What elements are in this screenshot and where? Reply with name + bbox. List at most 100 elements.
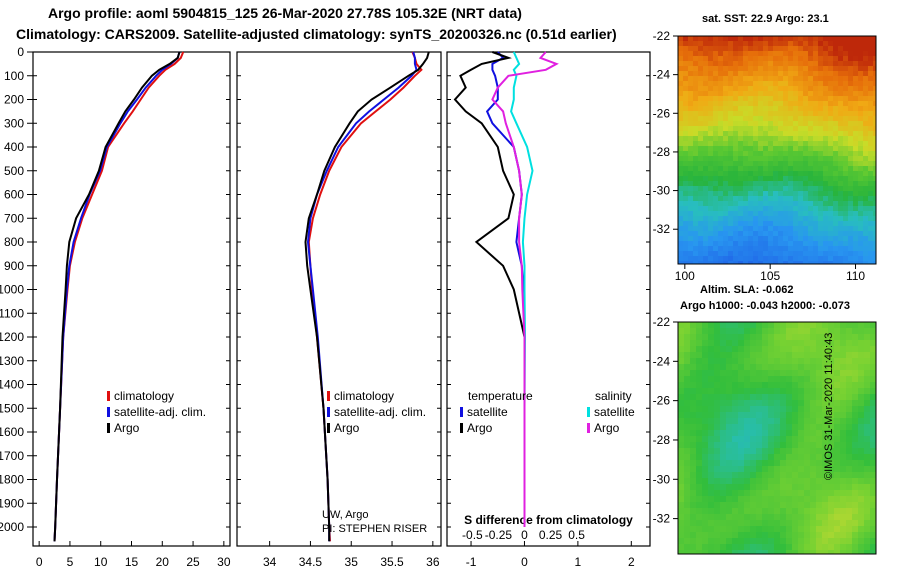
sst-map-cell — [848, 66, 854, 72]
sst-map-cell — [758, 56, 764, 62]
sst-map-cell — [873, 131, 877, 137]
sst-map-cell — [788, 126, 794, 132]
sst-map-cell — [778, 131, 784, 137]
sla-map-cell — [702, 394, 709, 401]
sst-map-cell — [848, 176, 854, 182]
sst-map-cell — [713, 261, 719, 265]
sst-map-cell — [848, 156, 854, 162]
sst-map-cell — [838, 241, 844, 247]
sla-map-cell — [828, 502, 835, 509]
sst-map-cell — [693, 126, 699, 132]
sla-map-cell — [756, 406, 763, 413]
sst-map-cell — [678, 241, 684, 247]
sla-map-cell — [804, 364, 811, 371]
sst-map-cell — [738, 51, 744, 57]
sst-map-cell — [798, 81, 804, 87]
sla-map-cell — [720, 526, 727, 533]
sst-map-cell — [858, 41, 864, 47]
sst-map-cell — [743, 161, 749, 167]
sla-map-cell — [858, 394, 865, 401]
sst-map-cell — [763, 226, 769, 232]
sst-map-cell — [873, 141, 877, 147]
sst-map-cell — [758, 121, 764, 127]
sla-map-cell — [714, 388, 721, 395]
sla-map-cell — [744, 520, 751, 527]
sla-map-cell — [792, 550, 799, 555]
sla-map-cell — [828, 340, 835, 347]
sst-map-cell — [873, 251, 877, 257]
sla-map-cell — [756, 460, 763, 467]
sst-map-cell — [708, 111, 714, 117]
sla-map-cell — [744, 496, 751, 503]
sst-map-cell — [718, 211, 724, 217]
sst-map-cell — [813, 96, 819, 102]
sla-map-cell — [720, 478, 727, 485]
sst-map-cell — [748, 51, 754, 57]
sst-map-cell — [863, 181, 869, 187]
sst-map-cell — [738, 36, 744, 42]
sst-map-cell — [813, 71, 819, 77]
sla-map-cell — [678, 544, 685, 551]
sst-map-cell — [838, 211, 844, 217]
sla-map-cell — [804, 514, 811, 521]
sla-map-cell — [714, 466, 721, 473]
sst-map-cell — [683, 226, 689, 232]
sst-map-cell — [763, 206, 769, 212]
sst-map-cell — [778, 61, 784, 67]
sst-map-cell — [768, 201, 774, 207]
sst-map-cell — [708, 71, 714, 77]
sla-map-cell — [870, 448, 877, 455]
sst-map-cell — [728, 241, 734, 247]
sla-map-cell — [786, 508, 793, 515]
sst-map-cell — [798, 96, 804, 102]
sst-map-cell — [833, 216, 839, 222]
sla-map-cell — [804, 400, 811, 407]
sst-map-cell — [733, 166, 739, 172]
sst-map-cell — [833, 241, 839, 247]
sst-map-cell — [858, 111, 864, 117]
sla-map-cell — [864, 496, 871, 503]
sla-map-cell — [810, 334, 817, 341]
sst-map-cell — [733, 71, 739, 77]
sst-map-cell — [778, 211, 784, 217]
sst-map-cell — [838, 181, 844, 187]
sst-map-cell — [763, 171, 769, 177]
sst-map-cell — [728, 146, 734, 152]
sst-map-cell — [678, 166, 684, 172]
sst-map-cell — [778, 171, 784, 177]
sla-map-cell — [696, 526, 703, 533]
sla-map-cell — [708, 334, 715, 341]
sla-map-cell — [732, 544, 739, 551]
sst-map-cell — [823, 231, 829, 237]
sst-map-cell — [693, 106, 699, 112]
sst-map-cell — [828, 86, 834, 92]
sst-map-cell — [748, 181, 754, 187]
sla-map-cell — [840, 526, 847, 533]
sst-map-cell — [808, 261, 814, 265]
sst-map-cell — [813, 166, 819, 172]
sst-map-cell — [708, 236, 714, 242]
sst-map-cell — [813, 131, 819, 137]
sla-map-cell — [846, 412, 853, 419]
sst-map-cell — [728, 56, 734, 62]
sla-map-cell — [702, 340, 709, 347]
sla-map-cell — [774, 328, 781, 335]
sla-map-cell — [774, 532, 781, 539]
sst-map-cell — [828, 256, 834, 262]
sla-map-cell — [786, 406, 793, 413]
sst-map-cell — [813, 56, 819, 62]
sst-map-cell — [838, 156, 844, 162]
sla-map-cell — [798, 478, 805, 485]
sst-map-cell — [818, 131, 824, 137]
sst-map-cell — [833, 96, 839, 102]
sst-map-cell — [848, 221, 854, 227]
sst-map-cell — [818, 121, 824, 127]
sla-map-cell — [804, 388, 811, 395]
sst-map-cell — [798, 131, 804, 137]
sla-map-cell — [792, 454, 799, 461]
sst-map-cell — [703, 206, 709, 212]
sst-map-ytick-label--28: -28 — [653, 145, 671, 159]
sst-map-cell — [738, 156, 744, 162]
sst-map-cell — [783, 41, 789, 47]
sst-map-cell — [748, 196, 754, 202]
